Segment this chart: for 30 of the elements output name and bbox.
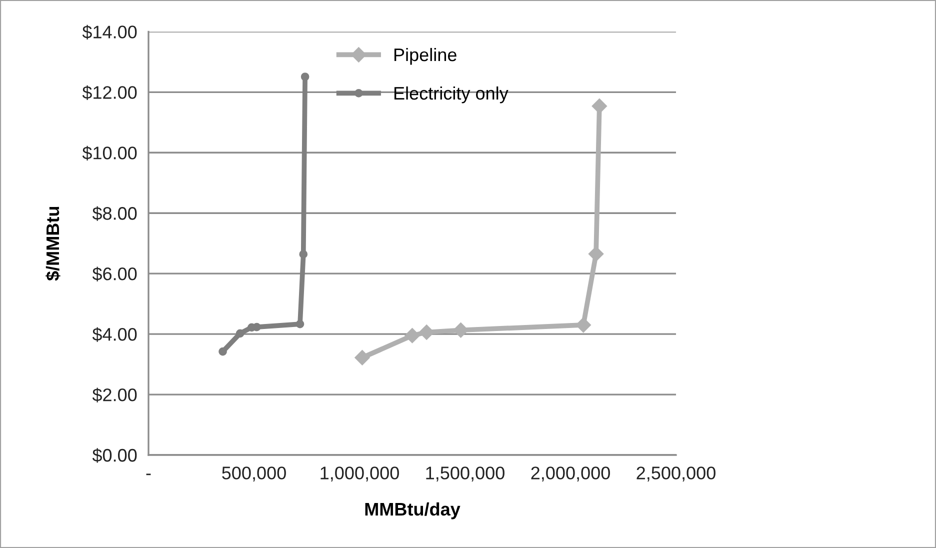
x-axis-title: MMBtu/day [365, 502, 460, 520]
point [299, 250, 308, 258]
y-tick-label: $10.00 [82, 146, 137, 160]
point [300, 72, 310, 81]
point [453, 322, 468, 338]
x-tick-label: 2,000,000 [531, 466, 610, 482]
point [236, 329, 244, 338]
y-tick-label: $12.00 [82, 85, 137, 100]
x-tick-label: 1,500,000 [426, 466, 504, 482]
point [576, 317, 591, 333]
point [354, 350, 370, 366]
legend-label: Electricity only [394, 86, 508, 104]
x-tick-label: 1,000,000 [320, 466, 399, 482]
y-tick-label: $4.00 [92, 327, 137, 342]
point [592, 98, 607, 114]
y-tick-label: $8.00 [92, 206, 137, 221]
point [218, 347, 227, 356]
legend-label: Pipeline [394, 48, 456, 65]
y-tick-label: $0.00 [92, 448, 137, 463]
point [588, 246, 604, 262]
point [296, 320, 304, 328]
y-tick-label: $2.00 [92, 388, 137, 402]
point [404, 328, 420, 344]
y-tick-label: $14.00 [82, 24, 137, 40]
x-tick-label: - [146, 474, 151, 476]
x-tick-label: 2,500,000 [636, 466, 716, 482]
y-tick-label: $6.00 [92, 266, 137, 282]
y-axis-title: $/MMBtu [46, 206, 60, 281]
point [419, 324, 434, 340]
x-tick-label: 500,000 [222, 466, 286, 482]
